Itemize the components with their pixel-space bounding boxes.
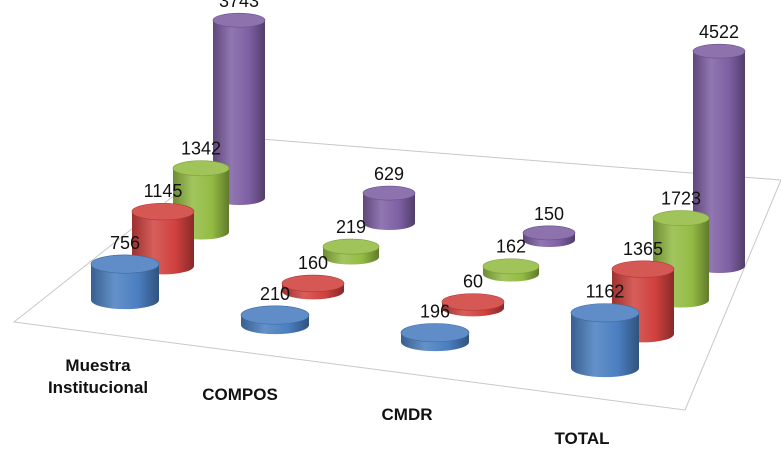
bar — [400, 323, 470, 352]
data-label: 629 — [374, 164, 404, 184]
data-label: 219 — [336, 217, 366, 237]
data-label: 162 — [496, 237, 526, 257]
data-label: 1145 — [144, 181, 183, 201]
bar — [240, 305, 310, 335]
category-label: TOTAL — [554, 429, 609, 448]
bar — [362, 185, 416, 231]
data-label: 1342 — [181, 139, 221, 159]
bar — [212, 12, 266, 206]
bar — [90, 254, 160, 310]
category-labels: Muestra Institucional COMPOS CMDR TOTAL — [48, 356, 610, 448]
bar — [281, 274, 345, 300]
data-label: 160 — [298, 253, 328, 273]
data-label: 1723 — [661, 189, 701, 209]
data-label: 150 — [534, 204, 564, 224]
category-label: CMDR — [382, 405, 433, 424]
bar — [482, 258, 540, 282]
bar — [172, 160, 230, 240]
data-label: 1162 — [586, 282, 625, 302]
category-label: Muestra Institucional — [48, 356, 148, 397]
data-label: 4522 — [699, 22, 739, 42]
bar — [522, 225, 576, 248]
bars-layer — [90, 12, 746, 378]
data-label: 3743 — [219, 0, 259, 11]
category-label: COMPOS — [202, 385, 278, 404]
data-label: 756 — [110, 233, 140, 253]
bar — [441, 293, 505, 317]
data-label: 1365 — [623, 239, 663, 259]
data-label: 196 — [420, 302, 450, 322]
bar — [322, 238, 380, 265]
labels-layer: 3743 629 150 4522 1342 219 162 1723 1145 160 60 136… — [110, 0, 739, 322]
data-label: 210 — [260, 284, 290, 304]
bar — [570, 303, 640, 378]
data-label: 60 — [463, 272, 483, 292]
